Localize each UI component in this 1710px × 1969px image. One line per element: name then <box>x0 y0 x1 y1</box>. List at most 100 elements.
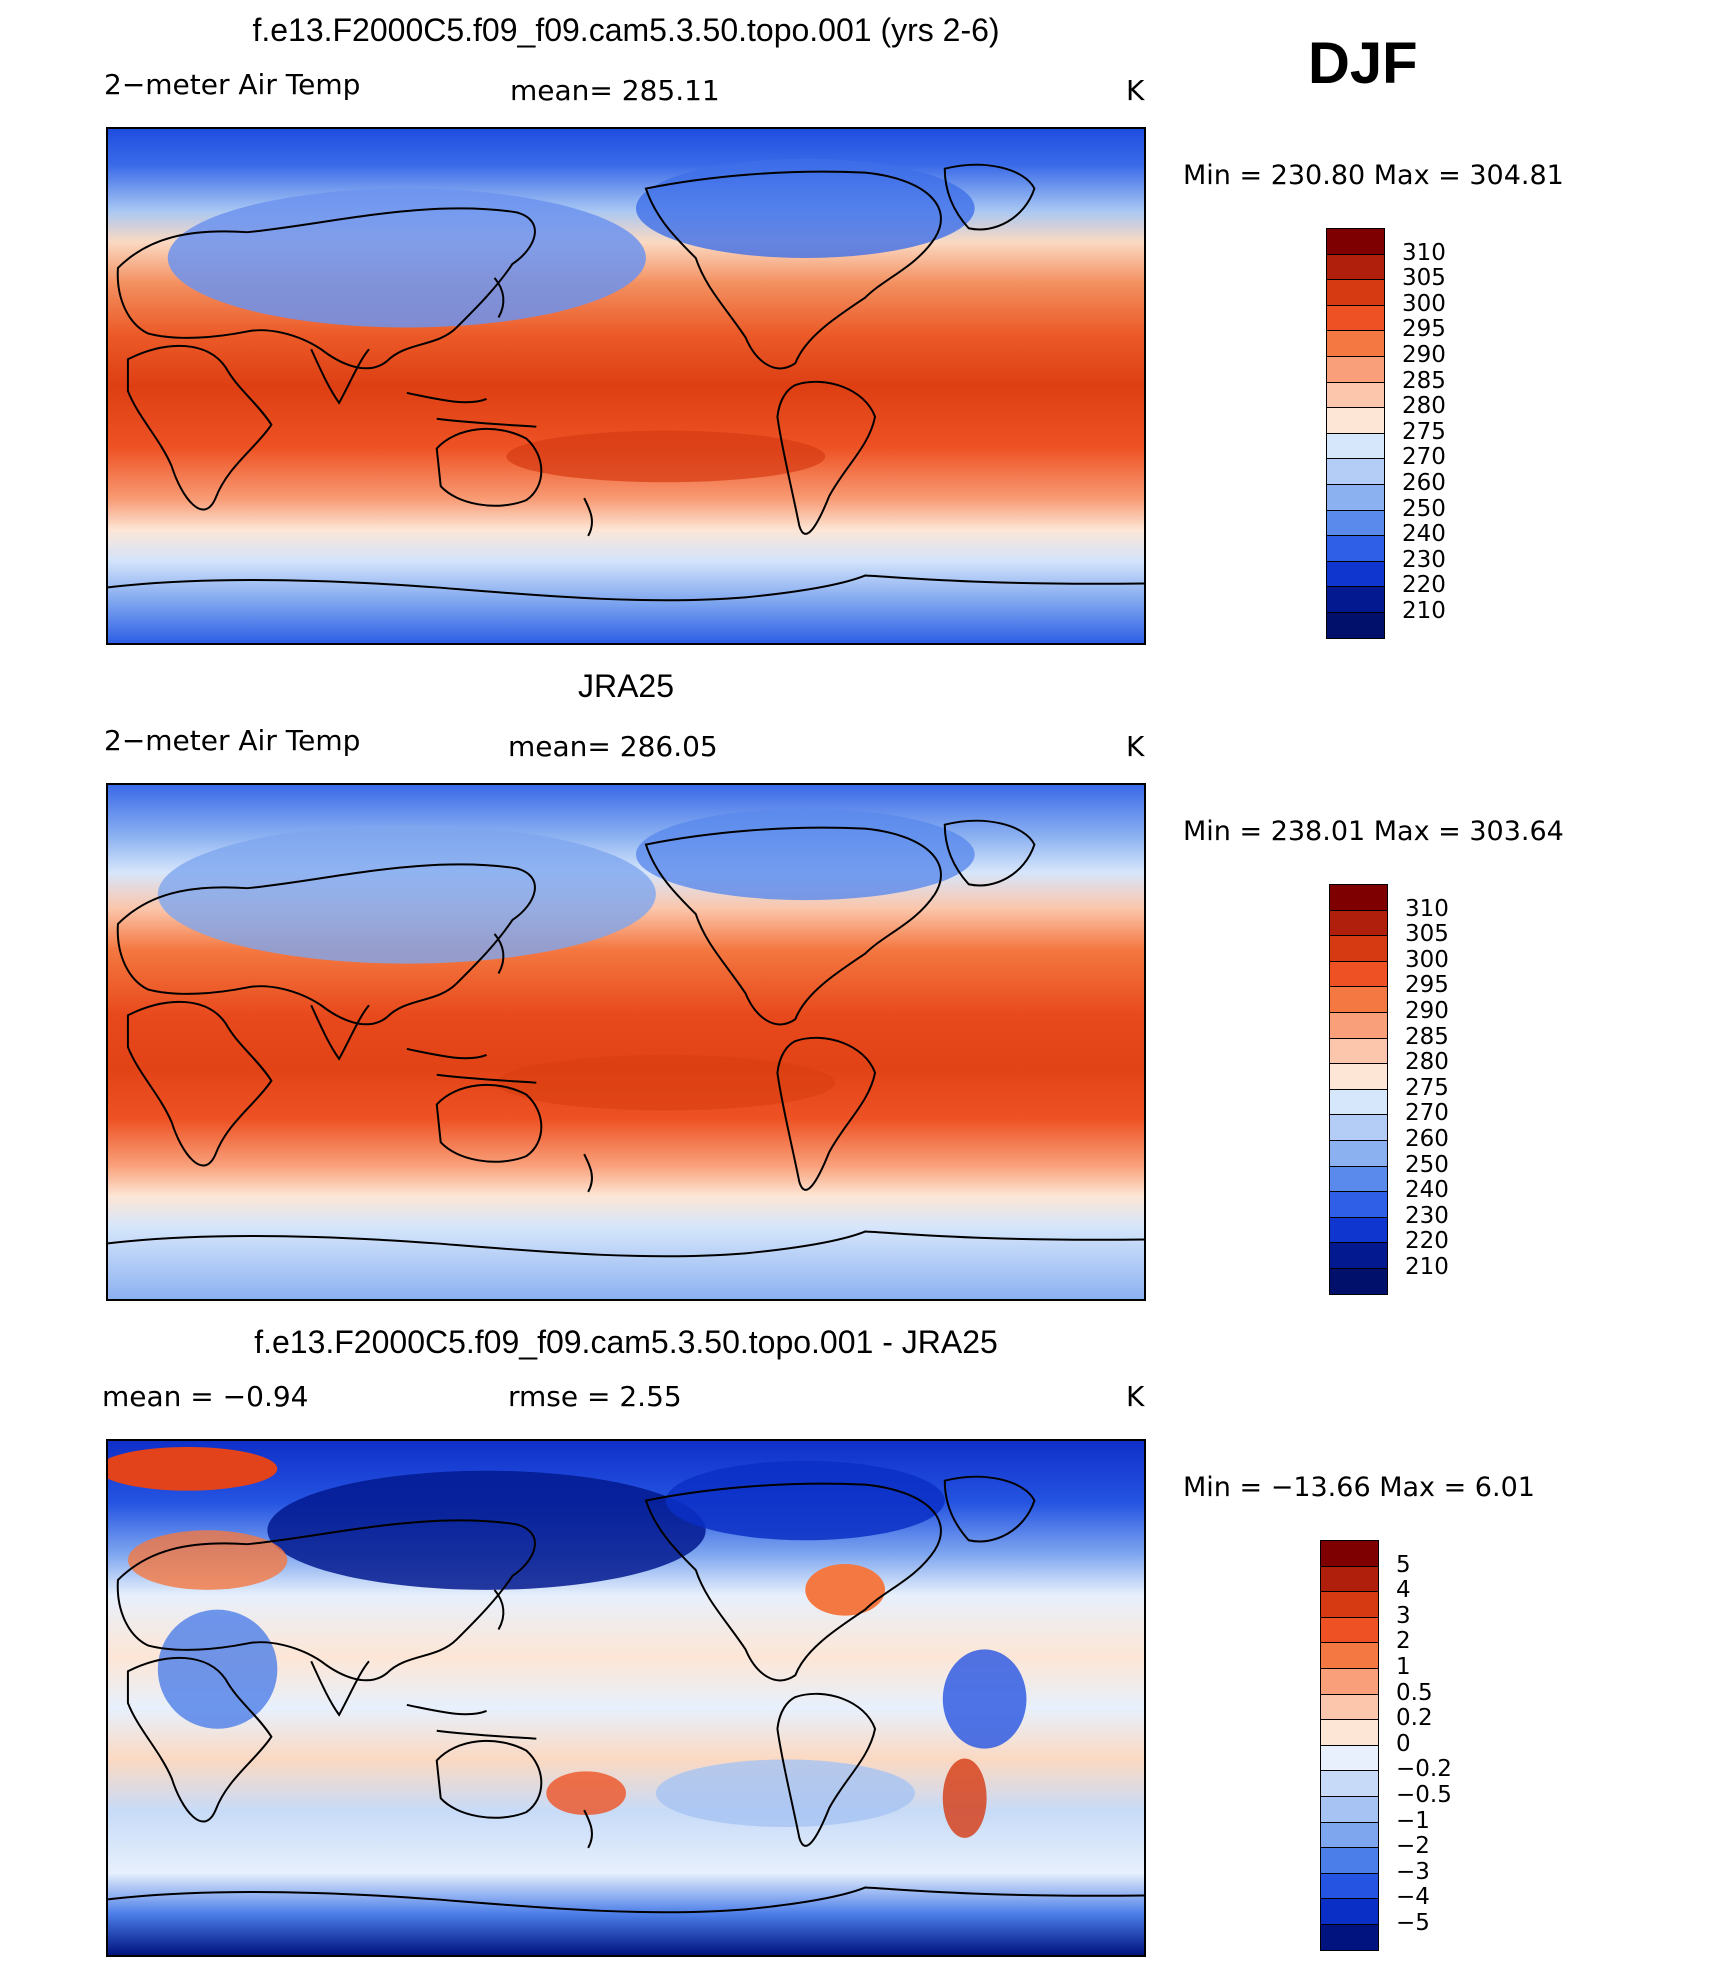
mean-label: mean= 286.05 <box>508 730 718 763</box>
colorbar-label: 5 <box>1396 1551 1411 1578</box>
colorbar-swatch <box>1320 1540 1379 1568</box>
colorbar-label: 2 <box>1396 1628 1411 1655</box>
colorbar-label: 295 <box>1402 316 1446 343</box>
colorbar-swatch <box>1320 1591 1379 1619</box>
colorbar-label: 210 <box>1402 598 1446 624</box>
colorbar-swatch <box>1329 1268 1388 1296</box>
colorbar-swatch <box>1329 1037 1388 1065</box>
colorbar-label: 230 <box>1405 1202 1449 1229</box>
colorbar-swatch <box>1320 1668 1379 1696</box>
colorbar-swatch <box>1329 884 1388 912</box>
colorbar-label: 280 <box>1405 1049 1449 1076</box>
colorbar-swatch <box>1320 1898 1379 1926</box>
colorbar-swatch <box>1326 612 1385 640</box>
colorbar-swatch <box>1329 1191 1388 1219</box>
colorbar-swatch <box>1326 381 1385 409</box>
colorbar-swatch <box>1326 228 1385 256</box>
colorbar-swatch <box>1326 560 1385 588</box>
colorbar-label: 220 <box>1405 1228 1449 1255</box>
colorbar-swatch <box>1329 1165 1388 1193</box>
variable-label: 2−meter Air Temp <box>104 68 361 101</box>
colorbar-label: −0.2 <box>1396 1756 1452 1783</box>
colorbar-label: 210 <box>1405 1254 1449 1280</box>
colorbar-label: 305 <box>1402 265 1446 292</box>
panel-title: f.e13.F2000C5.f09_f09.cam5.3.50.topo.001… <box>252 12 1000 48</box>
colorbar-swatch <box>1326 407 1385 435</box>
colorbar-swatch <box>1329 1063 1388 1091</box>
colorbar-swatch <box>1329 960 1388 988</box>
map-difference <box>106 1439 1146 1957</box>
colorbar-label: 310 <box>1405 895 1449 922</box>
colorbar-swatch <box>1326 304 1385 332</box>
colorbar-label: 300 <box>1405 946 1449 973</box>
units-label: K <box>1126 730 1145 763</box>
colorbar-swatch <box>1329 1140 1388 1168</box>
colorbar-label: 290 <box>1405 998 1449 1024</box>
rmse-label: rmse = 2.55 <box>508 1380 682 1413</box>
colorbar-swatch <box>1329 1088 1388 1116</box>
colorbar-label: 295 <box>1405 972 1449 999</box>
colorbar-swatch <box>1326 330 1385 358</box>
mean-label: mean= 285.11 <box>510 74 720 107</box>
colorbar-label: 4 <box>1396 1577 1411 1604</box>
colorbar-swatch <box>1329 909 1388 937</box>
variable-label: 2−meter Air Temp <box>104 724 361 757</box>
colorbar-swatch <box>1320 1770 1379 1798</box>
colorbar-label: 0 <box>1396 1730 1411 1757</box>
colorbar-label: 300 <box>1402 290 1446 317</box>
minmax-label: Min = −13.66 Max = 6.01 <box>1183 1472 1535 1503</box>
minmax-label: Min = 238.01 Max = 303.64 <box>1183 816 1564 847</box>
minmax-label: Min = 230.80 Max = 304.81 <box>1183 160 1564 191</box>
colorbar-swatch <box>1320 1693 1379 1721</box>
colorbar-label: −5 <box>1396 1910 1430 1936</box>
colorbar-swatch <box>1329 1216 1388 1244</box>
colorbar-label: 250 <box>1402 495 1446 522</box>
colorbar-swatch <box>1326 484 1385 512</box>
colorbar-swatch <box>1320 1821 1379 1849</box>
colorbar-label: 285 <box>1402 367 1446 394</box>
mean-label: mean = −0.94 <box>102 1380 309 1413</box>
colorbar-swatch <box>1320 1719 1379 1747</box>
colorbar-swatch <box>1329 1012 1388 1040</box>
colorbar-swatch <box>1326 253 1385 281</box>
colorbar-label: −4 <box>1396 1884 1430 1911</box>
colorbar-swatch <box>1329 1242 1388 1270</box>
colorbar-swatch <box>1329 986 1388 1014</box>
map-observation <box>106 783 1146 1301</box>
colorbar-swatch <box>1326 586 1385 614</box>
colorbar-label: 290 <box>1402 342 1446 368</box>
colorbar-label: 260 <box>1405 1126 1449 1152</box>
colorbar-swatch <box>1320 1924 1379 1952</box>
colorbar-label: −3 <box>1396 1858 1430 1885</box>
colorbar-label: 270 <box>1402 444 1446 471</box>
colorbar-label: 280 <box>1402 393 1446 420</box>
colorbar-swatch <box>1320 1565 1379 1593</box>
colorbar-swatch <box>1326 509 1385 537</box>
colorbar-label: −0.5 <box>1396 1782 1452 1808</box>
colorbar-swatch <box>1320 1744 1379 1772</box>
colorbar-label: −2 <box>1396 1833 1430 1860</box>
colorbar-swatch <box>1326 279 1385 307</box>
colorbar-label: 270 <box>1405 1100 1449 1127</box>
colorbar-label: −1 <box>1396 1807 1430 1834</box>
colorbar-swatch <box>1320 1616 1379 1644</box>
colorbar-label: 260 <box>1402 470 1446 496</box>
colorbar-swatch <box>1329 1114 1388 1142</box>
colorbar-label: 310 <box>1402 239 1446 266</box>
units-label: K <box>1126 74 1145 107</box>
colorbar-swatch <box>1329 935 1388 963</box>
colorbar-label: 0.2 <box>1396 1705 1433 1732</box>
colorbar-swatch <box>1320 1642 1379 1670</box>
panel-title: f.e13.F2000C5.f09_f09.cam5.3.50.topo.001… <box>254 1324 998 1360</box>
colorbar-swatch <box>1326 356 1385 384</box>
colorbar-label: 305 <box>1405 921 1449 948</box>
colorbar-swatch <box>1320 1847 1379 1875</box>
units-label: K <box>1126 1380 1145 1413</box>
panel-title: JRA25 <box>577 668 675 704</box>
colorbar-label: 240 <box>1405 1177 1449 1204</box>
map-model <box>106 127 1146 645</box>
colorbar-label: 275 <box>1402 418 1446 445</box>
colorbar-label: 230 <box>1402 546 1446 573</box>
colorbar-label: 275 <box>1405 1074 1449 1101</box>
colorbar-label: 250 <box>1405 1151 1449 1178</box>
